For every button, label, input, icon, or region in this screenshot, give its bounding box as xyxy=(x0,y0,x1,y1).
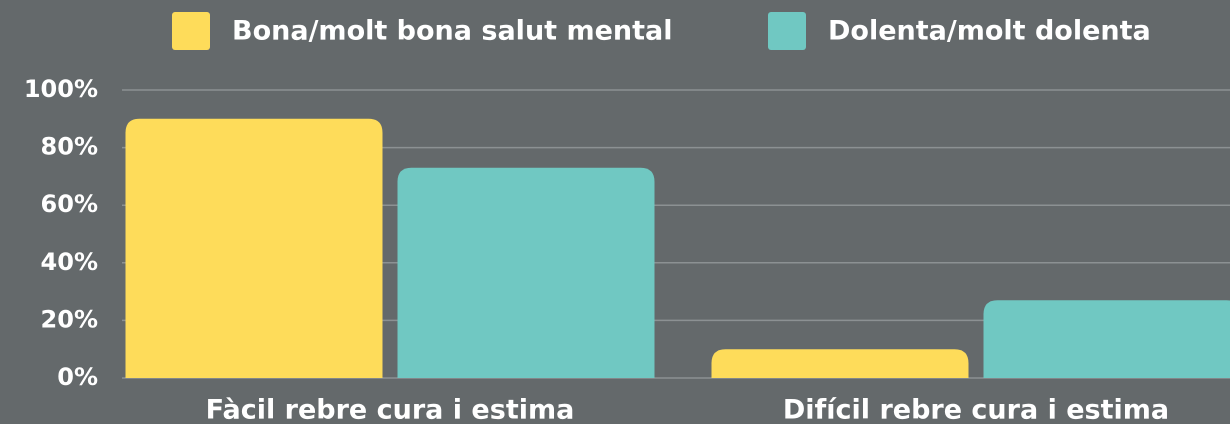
legend-swatch xyxy=(172,12,210,50)
y-tick-label: 60% xyxy=(41,190,98,218)
legend-label: Bona/molt bona salut mental xyxy=(232,16,673,47)
y-tick-label: 0% xyxy=(57,363,98,391)
bar xyxy=(983,300,1230,378)
y-tick-label: 20% xyxy=(41,305,98,333)
x-tick-label: Difícil rebre cura i estima xyxy=(783,395,1169,424)
bar xyxy=(397,167,655,378)
legend-label: Dolenta/molt dolenta xyxy=(828,16,1151,47)
legend-swatch xyxy=(768,12,806,50)
y-tick-label: 80% xyxy=(41,133,98,161)
y-tick-label: 40% xyxy=(41,248,98,276)
bar xyxy=(711,349,969,378)
y-tick-label: 100% xyxy=(24,75,98,103)
x-tick-label: Fàcil rebre cura i estima xyxy=(206,395,575,424)
bar xyxy=(125,118,383,379)
